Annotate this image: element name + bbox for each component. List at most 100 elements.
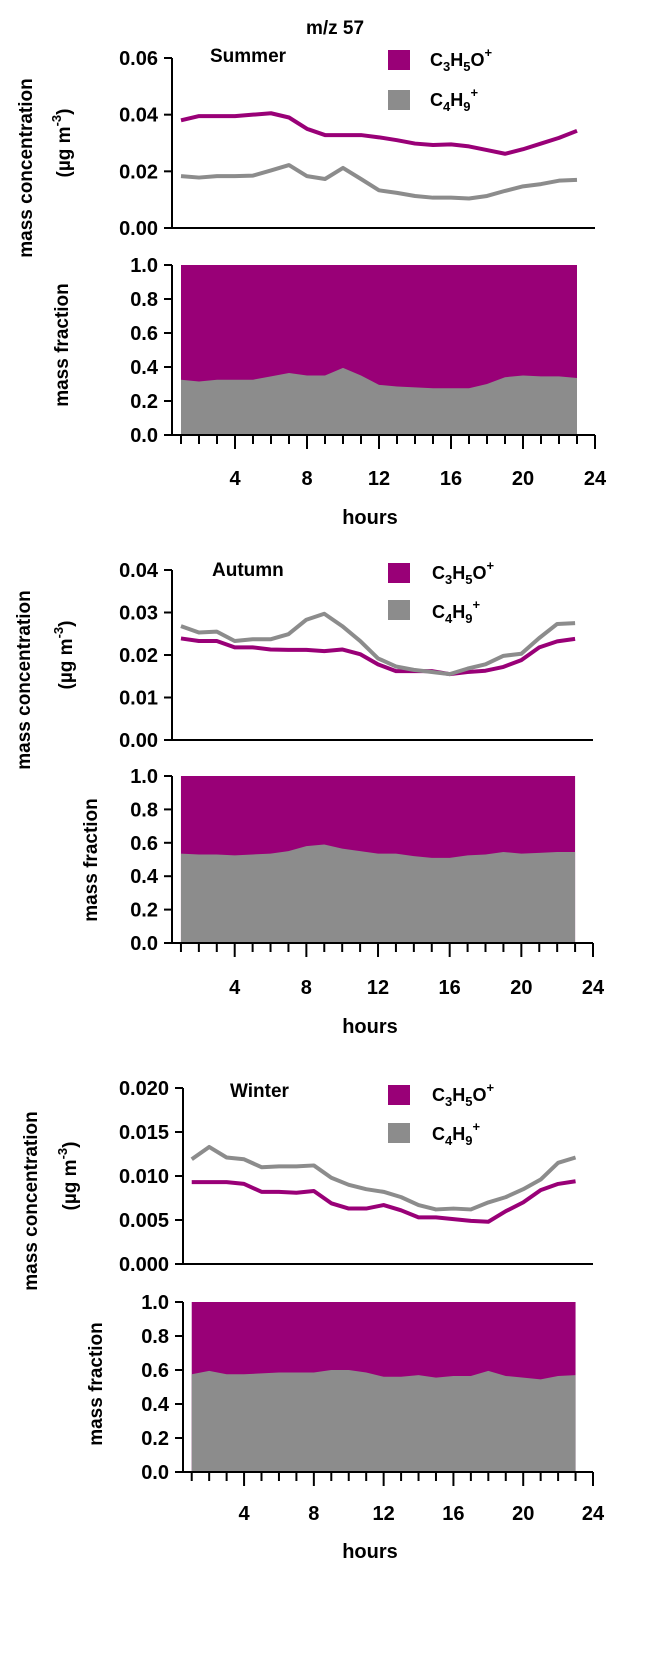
legend-swatch-c3h5o: [388, 50, 410, 70]
x-tick-label: 20: [512, 468, 534, 490]
y-axis-label-fraction: mass fraction: [52, 283, 73, 407]
formula-main: C: [430, 90, 443, 110]
y-tick-label: 0.2: [141, 1428, 169, 1450]
legend-label-c3h5o: C3H5O+: [432, 1080, 494, 1109]
x-tick-label: 24: [582, 977, 605, 999]
x-tick-label: 12: [368, 468, 390, 490]
x-tick-label: 4: [229, 468, 241, 490]
formula-main: H: [450, 90, 463, 110]
y-tick-label: 0.6: [130, 833, 158, 855]
area-c4h9: [191, 1370, 576, 1472]
x-axis-label: hours: [342, 507, 398, 529]
series-line-c3h5o: [180, 636, 576, 677]
y-tick-label: 0.4: [130, 357, 159, 379]
unit-text: (µg m: [56, 638, 77, 689]
x-tick-label: 16: [442, 1503, 464, 1525]
y-tick-label: 0.8: [141, 1326, 169, 1348]
x-tick-label: 4: [239, 1503, 251, 1525]
season-panel-autumn: 0.000.010.020.030.04 Autumn C3H5O+C4H9+mas…: [14, 558, 605, 1038]
y-tick-label: 0.0: [130, 933, 158, 955]
series-line-c4h9: [190, 1144, 577, 1212]
y-tick-label: 0.2: [130, 900, 158, 922]
formula-subscript: 3: [445, 1094, 452, 1109]
y-tick-label: 0.04: [119, 105, 159, 127]
x-axis-label: hours: [342, 1541, 398, 1563]
formula-main: O: [472, 563, 486, 583]
y-tick-label: 0.010: [119, 1166, 169, 1188]
y-tick-label: 0.02: [119, 161, 158, 183]
y-tick-label: 0.020: [119, 1078, 169, 1100]
unit-text: (µg m: [60, 1159, 81, 1210]
figure-title: m/z 57: [306, 18, 364, 39]
formula-subscript: 3: [443, 59, 450, 74]
y-tick-label: 1.0: [141, 1292, 169, 1314]
y-axis-label-concentration: mass concentration: [21, 1111, 42, 1291]
x-tick-label: 16: [439, 977, 461, 999]
concentration-chart: 0.000 0.005 0.010 0.015 0.020: [119, 1078, 593, 1276]
x-tick-label: 12: [367, 977, 389, 999]
formula-superscript: +: [486, 1080, 494, 1095]
formula-subscript: 4: [445, 1133, 453, 1148]
y-axis-label-fraction: mass fraction: [81, 798, 102, 922]
y-axis-unit: (µg m-3): [55, 1142, 81, 1211]
y-tick-label: 0.0: [141, 1462, 169, 1484]
formula-main: C: [432, 1124, 445, 1144]
season-label: Winter: [230, 1081, 290, 1102]
x-tick-label: 8: [308, 1503, 319, 1525]
y-tick-label: 0.02: [119, 645, 158, 667]
x-tick-label: 24: [584, 468, 607, 490]
legend-swatch-c3h5o: [388, 563, 410, 583]
formula-main: C: [432, 602, 445, 622]
y-tick-label: 0.03: [119, 603, 158, 625]
y-tick-label: 0.2: [130, 391, 158, 413]
series-line-c3h5o: [180, 111, 578, 156]
unit-text: ): [60, 1142, 81, 1148]
legend-swatch-c3h5o: [388, 1085, 410, 1105]
legend-swatch-c4h9: [388, 90, 410, 110]
y-tick-label: 0.015: [119, 1122, 169, 1144]
formula-subscript: 5: [463, 59, 470, 74]
unit-exponent: -3: [55, 1148, 70, 1160]
y-tick-label: 0.4: [130, 866, 159, 888]
formula-subscript: 9: [463, 99, 470, 114]
formula-subscript: 4: [443, 99, 451, 114]
formula-superscript: +: [486, 558, 494, 573]
formula-subscript: 3: [445, 572, 452, 587]
y-tick-label: 0.000: [119, 1254, 169, 1276]
formula-superscript: +: [484, 45, 492, 60]
formula-subscript: 5: [465, 1094, 472, 1109]
formula-main: H: [452, 1124, 465, 1144]
y-tick-label: 0.00: [119, 218, 158, 240]
legend-label-c4h9: C4H9+: [430, 85, 478, 114]
mass-fraction-chart: 0.0 0.2 0.4 0.6 0.8 1.0 4 8 12 16 20 24: [130, 255, 607, 490]
formula-main: O: [470, 50, 484, 70]
formula-subscript: 4: [445, 611, 453, 626]
y-tick-label: 0.8: [130, 289, 158, 311]
formula-main: H: [450, 50, 463, 70]
y-axis-label-concentration: mass concentration: [16, 78, 37, 258]
formula-subscript: 9: [465, 1133, 472, 1148]
legend-label-c4h9: C4H9+: [432, 1119, 480, 1148]
y-tick-label: 0.00: [119, 730, 158, 752]
unit-text: ): [56, 621, 77, 627]
formula-subscript: 5: [465, 572, 472, 587]
legend-swatch-c4h9: [388, 1123, 410, 1143]
formula-superscript: +: [472, 1119, 480, 1134]
series-line-c3h5o: [191, 1179, 576, 1224]
formula-superscript: +: [472, 597, 480, 612]
x-tick-label: 12: [373, 1503, 395, 1525]
legend-label-c3h5o: C3H5O+: [430, 45, 492, 74]
x-tick-label: 20: [510, 977, 532, 999]
y-tick-label: 1.0: [130, 255, 158, 277]
unit-exponent: -3: [49, 115, 64, 127]
area-c4h9: [180, 844, 576, 943]
formula-superscript: +: [470, 85, 478, 100]
series-line-c4h9: [180, 611, 576, 677]
y-tick-label: 0.4: [141, 1394, 170, 1416]
formula-main: O: [472, 1085, 486, 1105]
formula-main: C: [432, 1085, 445, 1105]
formula-subscript: 9: [465, 611, 472, 626]
